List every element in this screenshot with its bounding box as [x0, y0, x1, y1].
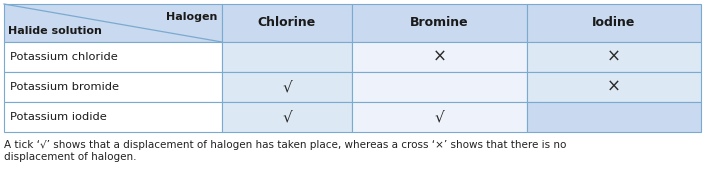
Bar	[527, 4, 701, 42]
Bar	[222, 4, 352, 42]
Text: Potassium chloride: Potassium chloride	[10, 52, 118, 62]
Text: Halogen: Halogen	[166, 12, 217, 22]
Text: √: √	[282, 110, 292, 125]
Bar	[4, 42, 222, 72]
Bar	[222, 72, 352, 102]
Bar	[4, 72, 222, 102]
Text: Potassium bromide: Potassium bromide	[10, 82, 119, 92]
Bar	[222, 102, 352, 132]
Text: √: √	[282, 79, 292, 94]
Bar	[222, 42, 352, 72]
Bar	[527, 102, 701, 132]
Bar	[352, 102, 527, 132]
Text: ×: ×	[607, 48, 621, 66]
Text: Chlorine: Chlorine	[258, 16, 316, 30]
Bar	[527, 72, 701, 102]
Text: √: √	[434, 110, 444, 125]
Bar	[352, 72, 527, 102]
Text: Potassium iodide: Potassium iodide	[10, 112, 106, 122]
Text: ×: ×	[607, 78, 621, 96]
Bar	[4, 102, 222, 132]
Bar	[352, 4, 527, 42]
Text: Iodine: Iodine	[592, 16, 636, 30]
Bar	[4, 4, 222, 42]
Text: A tick ‘√’ shows that a displacement of halogen has taken place, whereas a cross: A tick ‘√’ shows that a displacement of …	[4, 140, 566, 162]
Bar	[352, 42, 527, 72]
Text: ×: ×	[433, 48, 446, 66]
Text: Bromine: Bromine	[410, 16, 469, 30]
Text: Halide solution: Halide solution	[8, 26, 102, 36]
Bar	[527, 42, 701, 72]
